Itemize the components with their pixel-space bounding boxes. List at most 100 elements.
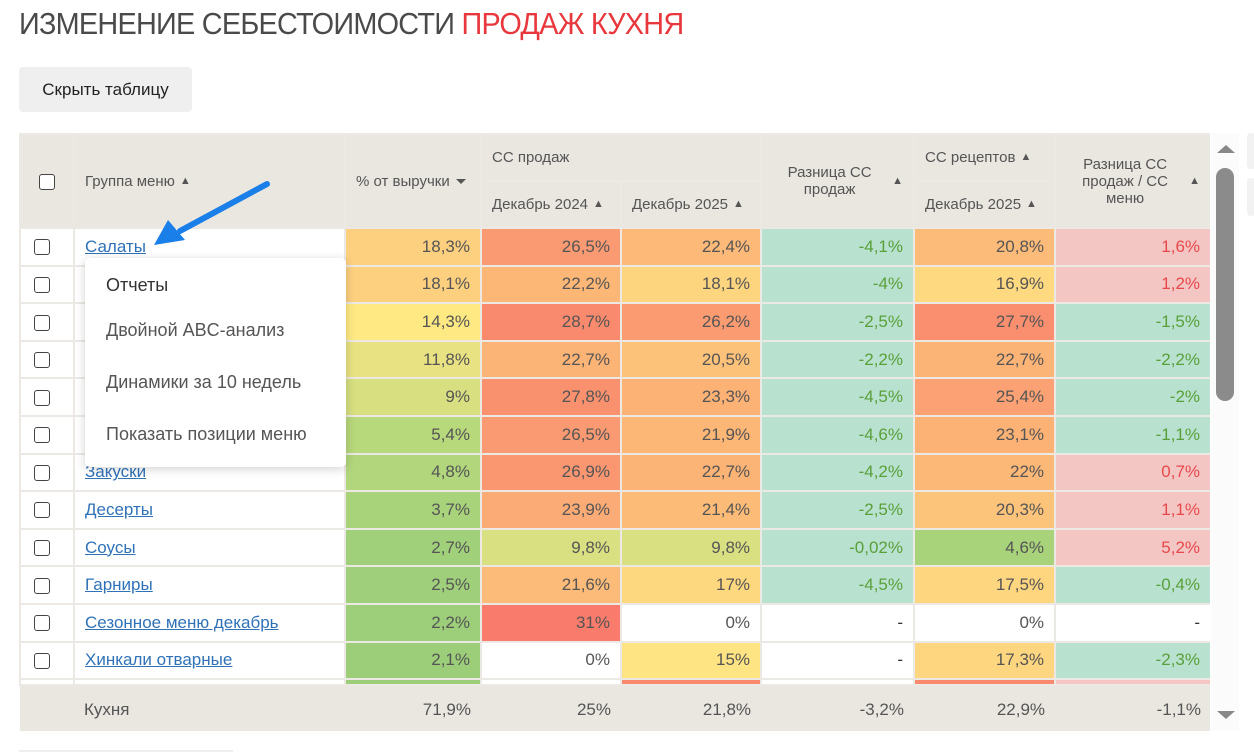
row-group-name[interactable]: Хинкали отварные (73, 640, 346, 681)
row-cc-recipes: 17,3% (913, 640, 1057, 681)
group-link[interactable]: Хинкали отварные (85, 650, 233, 670)
row-checkbox[interactable] (34, 615, 50, 632)
table-row: 9% 27,8% 23,3% -4,5% 25,4% -2% (19, 377, 1210, 417)
row-checkbox-cell (19, 414, 75, 455)
row-revenue-pct: 2,5% (344, 565, 482, 605)
row-checkbox[interactable] (34, 540, 50, 557)
menu-item-10-week-dynamics[interactable]: Динамики за 10 недель (106, 372, 302, 392)
row-diff-cc-sales: - (760, 602, 916, 643)
group-link[interactable]: Закуски (85, 462, 147, 482)
table-scrollbar[interactable] (1211, 133, 1239, 731)
row-checkbox[interactable] (34, 276, 50, 293)
group-link[interactable]: Десерты (85, 499, 154, 519)
row-cc-recipes: 27,7% (913, 302, 1057, 342)
row-group-name[interactable]: Соусы (73, 527, 346, 568)
row-dec2025: 18,1% (619, 264, 763, 305)
group-link[interactable]: Соусы (85, 537, 136, 557)
row-checkbox[interactable] (34, 427, 50, 444)
row-checkbox[interactable] (34, 352, 50, 369)
row-checkbox[interactable] (34, 502, 50, 519)
header-group[interactable]: Группа меню ▲︎ (73, 133, 346, 229)
hide-table-button[interactable]: Скрыть таблицу (19, 67, 192, 112)
sort-icon[interactable]: ▲︎ (733, 198, 744, 210)
table-row: Салаты 18,3% 26,5% 22,4% -4,1% 20,8% 1,6% (19, 227, 1210, 267)
row-revenue-pct: 18,1% (344, 264, 482, 305)
side-panel-tab[interactable] (1247, 133, 1254, 169)
sort-icon[interactable]: ▲︎ (1020, 151, 1032, 163)
bottom-divider (19, 750, 233, 752)
row-diff-cc-sales: -4,5% (760, 377, 916, 417)
group-link[interactable]: Сезонное меню декабрь (85, 612, 279, 632)
menu-item-reports[interactable]: Отчеты (106, 275, 169, 295)
row-dec2025: 20,5% (619, 339, 763, 380)
row-checkbox-cell (19, 377, 75, 417)
footer-dec2025: 21,8% (621, 685, 762, 731)
sort-desc-icon[interactable] (455, 178, 466, 184)
group-link[interactable]: Гарниры (85, 575, 153, 595)
row-dec2024: 22,2% (480, 264, 622, 305)
row-revenue-pct: 14,3% (344, 302, 482, 342)
row-cc-recipes: 23,1% (913, 414, 1057, 455)
row-revenue-pct: 11,8% (344, 339, 482, 380)
scroll-down-arrow-icon[interactable] (1217, 711, 1235, 719)
header-revenue-pct[interactable]: % от выручки (344, 133, 482, 229)
row-dec2025: 23,3% (619, 377, 763, 417)
row-cc-recipes: 22% (913, 452, 1057, 493)
sort-icon[interactable]: ▲︎ (1189, 174, 1201, 187)
row-group-name[interactable]: Десерты (73, 490, 346, 530)
scroll-thumb[interactable] (1216, 168, 1234, 401)
row-checkbox[interactable] (34, 652, 50, 669)
sort-icon[interactable]: ▲︎ (179, 174, 191, 187)
row-checkbox-cell (19, 602, 75, 643)
row-group-name[interactable]: Гарниры (73, 565, 346, 605)
row-cc-recipes: 0% (913, 602, 1057, 643)
header-dec2025[interactable]: Декабрь 2025 ▲︎ (619, 180, 763, 229)
header-cc-recipes[interactable]: СС рецептов ▲︎ (913, 133, 1057, 182)
menu-item-show-menu-positions[interactable]: Показать позиции меню (106, 424, 307, 444)
row-revenue-pct: 2,1% (344, 640, 482, 681)
footer-empty (20, 685, 74, 731)
header-dec2024[interactable]: Декабрь 2024 ▲︎ (480, 180, 622, 229)
row-checkbox[interactable] (34, 577, 50, 594)
footer-revenue: 71,9% (345, 685, 481, 731)
header-diff-sales-menu[interactable]: Разница СС продаж / СС меню ▲︎ (1054, 133, 1210, 229)
row-dec2024: 26,5% (480, 227, 622, 267)
side-panel-tab[interactable] (1247, 178, 1254, 216)
footer-diff: -3,2% (761, 685, 915, 731)
row-revenue-pct: 2,2% (344, 602, 482, 643)
header-diff-cc-sales[interactable]: Разница СС продаж ▲︎ (760, 133, 916, 229)
row-cc-recipes: 22,7% (913, 339, 1057, 380)
row-diff-cc-sales: -0,02% (760, 527, 916, 568)
sort-icon[interactable]: ▲︎ (892, 174, 904, 187)
select-all-checkbox[interactable] (39, 173, 55, 190)
scroll-up-arrow-icon[interactable] (1217, 145, 1235, 153)
sort-icon[interactable]: ▲︎ (593, 198, 604, 210)
select-all-header (19, 133, 75, 229)
row-checkbox[interactable] (34, 314, 50, 331)
page-title: ИЗМЕНЕНИЕ СЕБЕСТОИМОСТИ ПРОДАЖ КУХНЯ (19, 6, 684, 42)
row-checkbox-cell (19, 264, 75, 305)
row-checkbox[interactable] (34, 464, 50, 481)
partial-cell (19, 678, 75, 687)
row-dec2024: 22,7% (480, 339, 622, 380)
table-row: Соусы 2,7% 9,8% 9,8% -0,02% 4,6% 5,2% (19, 527, 1210, 568)
partial-cell (480, 678, 622, 687)
group-link[interactable]: Салаты (85, 236, 146, 256)
row-dec2024: 26,9% (480, 452, 622, 493)
row-diff-sales-menu: 1,2% (1054, 264, 1210, 305)
row-group-name[interactable]: Сезонное меню декабрь (73, 602, 346, 643)
sort-icon[interactable]: ▲︎ (1026, 198, 1037, 210)
header-cc-recipes-dec2025[interactable]: Декабрь 2025 ▲︎ (913, 180, 1057, 229)
row-diff-sales-menu: -2,2% (1054, 339, 1210, 380)
row-dec2025: 17% (619, 565, 763, 605)
row-diff-cc-sales: -2,5% (760, 490, 916, 530)
row-dec2024: 21,6% (480, 565, 622, 605)
row-cc-recipes: 20,8% (913, 227, 1057, 267)
row-checkbox-cell (19, 490, 75, 530)
row-checkbox[interactable] (34, 389, 50, 406)
menu-item-abc-analysis[interactable]: Двойной ABC-анализ (106, 320, 285, 340)
row-dec2024: 23,9% (480, 490, 622, 530)
header-cc-sales: СС продаж (479, 133, 763, 182)
row-checkbox-cell (19, 565, 75, 605)
row-checkbox[interactable] (34, 239, 50, 256)
